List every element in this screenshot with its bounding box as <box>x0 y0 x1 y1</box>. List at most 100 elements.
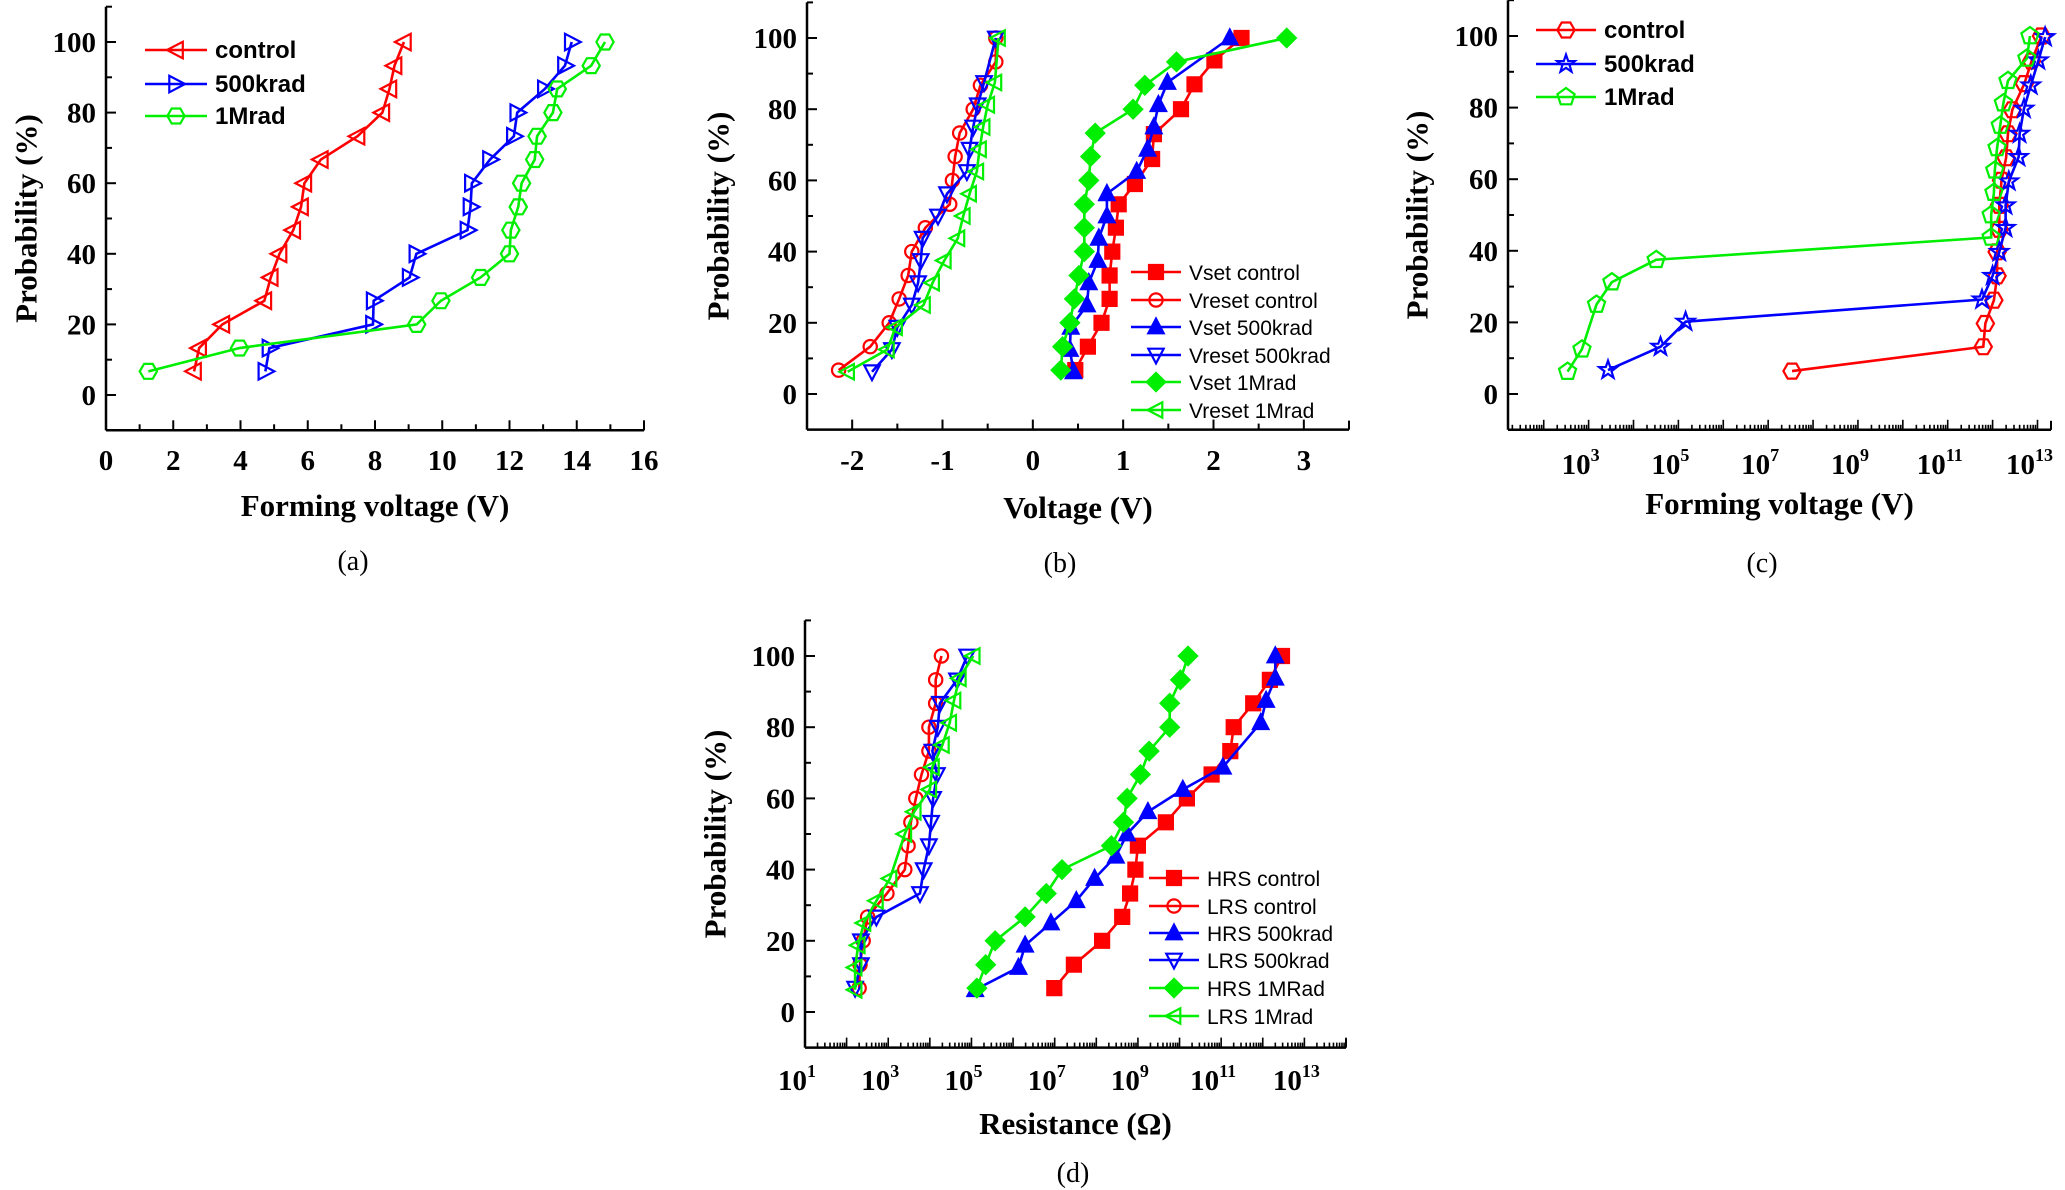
data-point <box>904 243 920 260</box>
data-point <box>1079 145 1102 168</box>
data-point <box>1157 71 1177 90</box>
y-tick-label: 80 <box>768 94 797 126</box>
data-point <box>365 290 386 311</box>
x-tick-base: 10 <box>1741 449 1770 481</box>
data-point <box>1220 27 1240 46</box>
data-point <box>1984 159 2005 179</box>
data-point <box>1014 906 1036 928</box>
data-point <box>581 57 602 75</box>
x-tick-base: 10 <box>778 1065 807 1097</box>
data-point <box>1138 138 1158 157</box>
data-point <box>383 55 403 76</box>
data-point <box>346 126 366 147</box>
data-point <box>1984 182 2004 201</box>
legend-item: 1Mrad <box>145 103 286 130</box>
data-point <box>431 292 451 310</box>
data-point <box>1138 740 1160 762</box>
y-axis-title: Probability (%) <box>1400 111 1435 320</box>
legend-item: Vreset 500krad <box>1131 345 1331 368</box>
data-point <box>1051 336 1074 358</box>
x-tick-exponent: 13 <box>2035 445 2053 465</box>
series-control <box>1782 27 2052 380</box>
data-point <box>1595 357 1621 381</box>
legend-item: control <box>145 37 296 64</box>
y-tick-label: 80 <box>1469 93 1498 125</box>
data-point <box>830 362 847 378</box>
x-tick-label: 105 <box>944 1061 982 1097</box>
data-point <box>966 161 985 182</box>
data-point <box>1213 756 1233 775</box>
x-tick-label: 2 <box>166 445 181 477</box>
data-point <box>406 315 427 333</box>
data-point <box>1134 74 1156 96</box>
data-point <box>1073 217 1095 239</box>
x-tick-label: 1 <box>1116 445 1131 477</box>
data-point <box>1157 814 1175 831</box>
x-tick-exponent: 5 <box>1680 445 1689 465</box>
data-point <box>919 779 938 800</box>
data-point <box>912 295 931 315</box>
x-tick-base: 10 <box>861 1065 890 1097</box>
x-tick-base: 10 <box>1651 449 1680 481</box>
data-point <box>1101 267 1118 284</box>
x-tick-exponent: 3 <box>1591 445 1600 465</box>
series-line <box>192 41 406 372</box>
x-tick-base: 10 <box>1190 1065 1219 1097</box>
data-point <box>309 149 329 170</box>
data-point <box>1782 362 1802 380</box>
data-point <box>914 862 934 881</box>
x-tick-exponent: 3 <box>890 1061 899 1081</box>
data-point <box>1041 912 1061 931</box>
data-point <box>1073 193 1095 215</box>
data-point <box>1050 359 1072 381</box>
data-point <box>293 173 313 194</box>
data-point <box>1265 667 1285 686</box>
x-tick-label: -1 <box>930 445 954 477</box>
data-point <box>462 196 482 217</box>
data-point <box>1557 361 1578 380</box>
legend-item: LRS 500krad <box>1149 950 1330 973</box>
x-axis-title: Forming voltage (V) <box>1645 486 1914 521</box>
data-point <box>1116 787 1138 810</box>
data-point <box>401 267 421 288</box>
data-point <box>138 362 159 380</box>
data-point <box>972 117 991 137</box>
legend-label: 1Mrad <box>1604 84 1675 111</box>
data-point <box>921 814 941 834</box>
legend-label: 1Mrad <box>215 103 286 130</box>
data-point <box>947 148 963 165</box>
data-point <box>921 757 940 777</box>
legend-marker <box>1164 952 1184 971</box>
data-point <box>1173 778 1193 797</box>
data-point <box>557 55 577 76</box>
x-tick-label: 107 <box>1741 445 1779 481</box>
data-point <box>182 361 202 382</box>
data-point <box>903 802 922 822</box>
y-tick-label: 20 <box>766 926 795 958</box>
series-1mrad <box>1557 25 2040 380</box>
data-point <box>894 824 913 844</box>
data-point <box>844 957 863 978</box>
data-point <box>547 80 568 98</box>
data-point <box>1101 290 1118 307</box>
x-tick-base: 10 <box>1917 449 1946 481</box>
legend-item: Vreset control <box>1131 290 1318 313</box>
data-point <box>1121 885 1139 902</box>
series-control <box>182 31 412 382</box>
data-point <box>1148 93 1168 113</box>
legend-item: Vreset 1Mrad <box>1131 400 1314 423</box>
data-point <box>1093 932 1111 949</box>
data-point <box>1245 695 1262 712</box>
legend-marker <box>1145 400 1164 420</box>
data-point <box>2006 144 2031 168</box>
data-point <box>500 221 521 239</box>
series-line <box>847 37 1000 373</box>
legend-marker <box>1553 51 1579 75</box>
x-tick-label: 14 <box>562 445 591 477</box>
data-point <box>930 695 950 715</box>
data-point <box>509 102 529 123</box>
data-point <box>947 672 967 691</box>
series-lrs-1mrad <box>844 646 981 1000</box>
data-point <box>1112 811 1135 833</box>
x-tick-label: 2 <box>1206 445 1221 477</box>
